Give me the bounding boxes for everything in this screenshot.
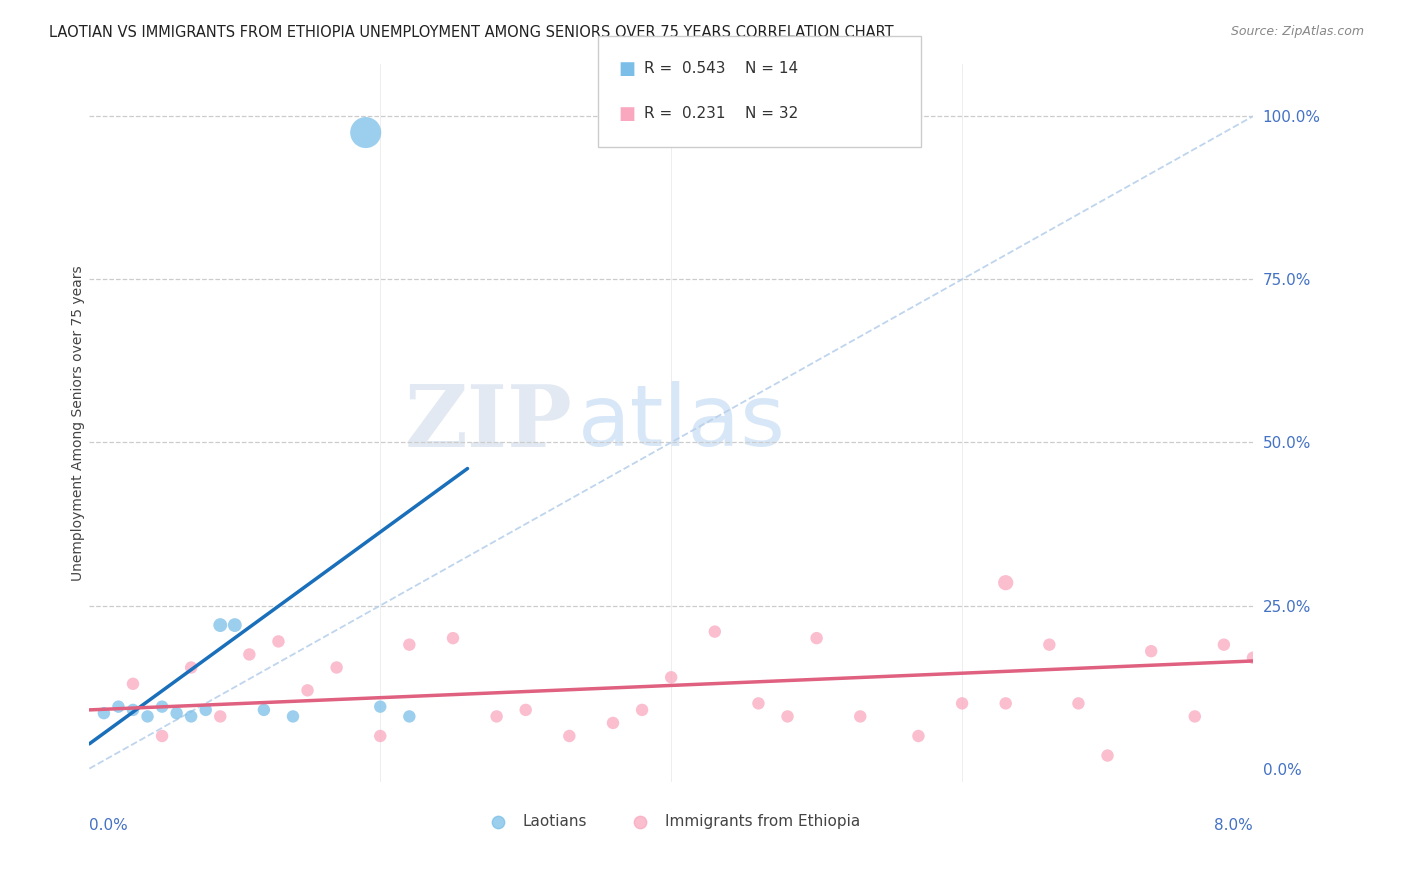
Text: atlas: atlas <box>578 382 786 465</box>
Y-axis label: Unemployment Among Seniors over 75 years: Unemployment Among Seniors over 75 years <box>72 265 86 581</box>
Point <box>194 703 217 717</box>
Point <box>209 618 232 632</box>
Point <box>150 699 173 714</box>
Point <box>1097 748 1119 763</box>
Text: ZIP: ZIP <box>405 381 572 465</box>
Legend: Laotians, Immigrants from Ethiopia: Laotians, Immigrants from Ethiopia <box>477 808 866 835</box>
Text: R =  0.231    N = 32: R = 0.231 N = 32 <box>644 106 799 121</box>
Point <box>806 631 828 645</box>
Point <box>93 706 115 721</box>
Point <box>354 126 377 140</box>
Point <box>1140 644 1163 658</box>
Point <box>631 703 654 717</box>
Point <box>1212 638 1234 652</box>
Point <box>849 709 872 723</box>
Point <box>297 683 319 698</box>
Point <box>136 709 159 723</box>
Point <box>180 709 202 723</box>
Text: R =  0.543    N = 14: R = 0.543 N = 14 <box>644 62 799 77</box>
Text: LAOTIAN VS IMMIGRANTS FROM ETHIOPIA UNEMPLOYMENT AMONG SENIORS OVER 75 YEARS COR: LAOTIAN VS IMMIGRANTS FROM ETHIOPIA UNEM… <box>49 25 894 40</box>
Text: 0.0%: 0.0% <box>90 818 128 832</box>
Text: ■: ■ <box>619 60 636 78</box>
Point <box>1241 650 1264 665</box>
Point <box>441 631 464 645</box>
Point <box>267 634 290 648</box>
Point <box>122 677 145 691</box>
Point <box>515 703 537 717</box>
Text: ■: ■ <box>619 105 636 123</box>
Point <box>180 660 202 674</box>
Point <box>209 709 232 723</box>
Point <box>107 699 129 714</box>
Point <box>485 709 508 723</box>
Point <box>1038 638 1060 652</box>
Point <box>747 697 769 711</box>
Point <box>281 709 304 723</box>
Point <box>776 709 799 723</box>
Point <box>122 703 145 717</box>
Point <box>950 697 973 711</box>
Point <box>994 697 1017 711</box>
Point <box>1067 697 1090 711</box>
Point <box>994 575 1017 590</box>
Point <box>703 624 725 639</box>
Point <box>1184 709 1206 723</box>
Point <box>602 715 624 730</box>
Point <box>253 703 276 717</box>
Point <box>368 729 391 743</box>
Point <box>659 670 682 684</box>
Point <box>166 706 188 721</box>
Point <box>398 638 420 652</box>
Point <box>224 618 246 632</box>
Point <box>150 729 173 743</box>
Point <box>238 648 260 662</box>
Point <box>398 709 420 723</box>
Point <box>368 699 391 714</box>
Text: Source: ZipAtlas.com: Source: ZipAtlas.com <box>1230 25 1364 38</box>
Point <box>907 729 929 743</box>
Point <box>558 729 581 743</box>
Text: 8.0%: 8.0% <box>1215 818 1253 832</box>
Point <box>325 660 347 674</box>
